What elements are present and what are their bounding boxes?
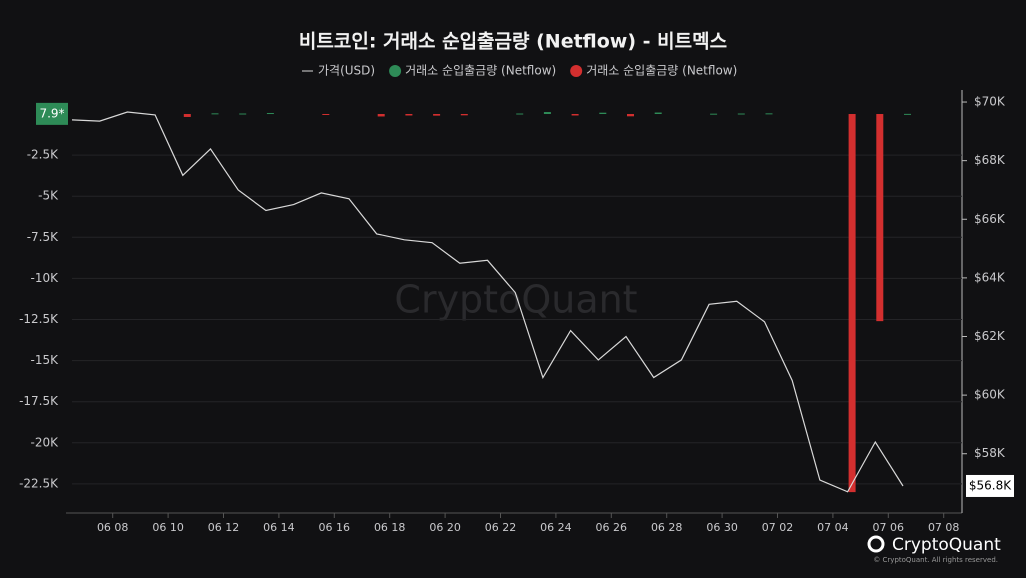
bar	[211, 113, 219, 115]
bar	[904, 113, 911, 115]
badge	[36, 102, 68, 125]
brand: CryptoQuant	[892, 535, 1001, 555]
bar	[848, 114, 856, 493]
y-tick-label: -20K	[31, 435, 60, 449]
y-tick-label: -12.5K	[19, 312, 59, 326]
y-tick-label: -5K	[38, 189, 59, 203]
x-tick-label: 07 06	[873, 521, 905, 534]
price-line	[71, 111, 904, 493]
bar	[433, 114, 441, 116]
bar	[571, 114, 579, 116]
y-tick-label: -22.5K	[19, 476, 59, 490]
y-tick-label: -15K	[31, 353, 60, 367]
x-tick-label: 06 20	[429, 521, 461, 534]
x-tick-label: 07 04	[817, 521, 849, 534]
bar	[599, 112, 607, 115]
legend-label: 가격(USD)	[318, 64, 375, 78]
bar	[654, 112, 662, 115]
x-tick-label: 06 22	[485, 521, 517, 534]
bar	[183, 114, 191, 117]
y-tick-label: -7.5K	[27, 230, 59, 244]
x-tick-label: 06 12	[208, 521, 240, 534]
y-tick-label: -17.5K	[19, 394, 59, 408]
bar	[460, 114, 468, 116]
y2-tick-label: $68K	[974, 153, 1006, 167]
bar	[266, 113, 274, 115]
y2-tick-label: $66K	[974, 212, 1006, 226]
copyright: © CryptoQuant. All rights reserved.	[873, 556, 998, 564]
bar	[765, 113, 773, 115]
brand-logo: CryptoQuant © CryptoQuant. All rights re…	[867, 535, 1001, 564]
watermark: CryptoQuant	[394, 278, 637, 322]
legend-swatch	[570, 65, 583, 77]
y-tick-label: -10K	[31, 271, 60, 285]
x-tick-label: 06 10	[152, 521, 184, 534]
price-badge: $56.8K	[969, 478, 1012, 492]
bar	[377, 114, 385, 117]
x-tick-label: 06 28	[651, 521, 683, 534]
y2-tick-label: $60K	[974, 388, 1006, 402]
x-tick-label: 07 08	[928, 521, 960, 534]
legend-swatch	[389, 65, 402, 77]
legend-label: 거래소 순입출금량 (Netflow)	[586, 64, 737, 78]
y2-tick-label: $64K	[974, 270, 1006, 284]
x-tick-label: 06 16	[319, 521, 351, 534]
bar	[543, 112, 551, 115]
x-tick-label: 06 30	[706, 521, 738, 534]
bar	[710, 113, 718, 115]
y2-tick-label: $62K	[974, 329, 1006, 343]
netflow-badge: 7.9*	[39, 106, 64, 120]
legend: 가격(USD) 거래소 순입출금량 (Netflow) 거래소 순입출금량 (Net…	[302, 64, 737, 78]
x-tick-label: 07 02	[762, 521, 794, 534]
bar	[516, 113, 524, 115]
y-tick-label: -2.5K	[27, 148, 59, 162]
bar	[322, 114, 330, 116]
chart-title: 비트코인: 거래소 순입출금량 (Netflow) - 비트멕스	[299, 31, 727, 53]
y2-tick-label: $58K	[974, 446, 1006, 460]
x-tick-label: 06 08	[97, 521, 129, 534]
x-tick-label: 06 24	[540, 521, 572, 534]
bar	[405, 114, 413, 116]
bar	[737, 113, 745, 115]
logo-icon	[867, 535, 885, 553]
badge	[966, 474, 1014, 497]
x-tick-label: 06 26	[596, 521, 628, 534]
y2-tick-label: $70K	[974, 95, 1006, 109]
bar	[876, 114, 884, 322]
legend-label: 거래소 순입출금량 (Netflow)	[405, 64, 556, 78]
bar	[239, 113, 247, 115]
x-tick-label: 06 18	[374, 521, 406, 534]
x-tick-label: 06 14	[263, 521, 295, 534]
bar	[627, 114, 634, 117]
